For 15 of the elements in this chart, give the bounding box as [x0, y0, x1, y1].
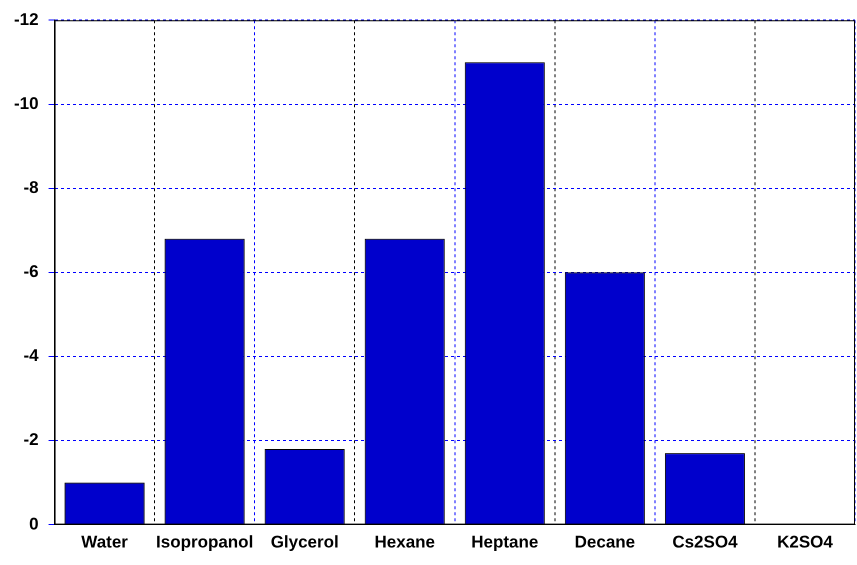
- x-tick-label: Heptane: [471, 532, 538, 552]
- y-tick-label: -6: [23, 262, 39, 282]
- x-tick-label: Hexane: [374, 532, 435, 552]
- y-tick-label: -2: [23, 430, 39, 450]
- x-tick-label: Water: [81, 532, 128, 552]
- y-tick-label: -8: [23, 178, 39, 198]
- y-tick-label: -12: [14, 10, 39, 29]
- x-tick-label: Cs2SO4: [672, 532, 738, 552]
- y-tick-label: 0: [29, 514, 39, 534]
- x-tick-label: K2SO4: [777, 532, 834, 552]
- x-tick-label: Glycerol: [270, 532, 339, 552]
- x-tick-label: Decane: [574, 532, 636, 552]
- x-tick-label: Isopropanol: [156, 532, 254, 552]
- y-tick-label: -10: [14, 94, 39, 113]
- y-tick-label: -4: [23, 346, 40, 366]
